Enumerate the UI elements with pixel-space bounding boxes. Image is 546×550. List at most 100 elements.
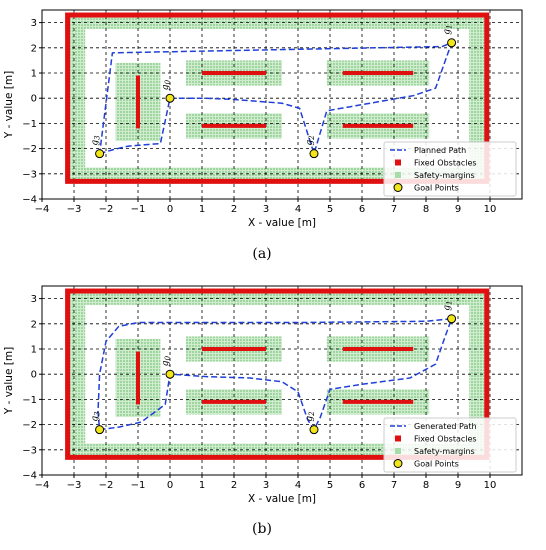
obstacle-border [65, 12, 490, 184]
x-tick-label: 8 [423, 204, 429, 215]
x-tick-label: −4 [35, 480, 50, 491]
legend-label: Goal Points [414, 184, 459, 193]
legend-swatch-margin [395, 448, 401, 454]
y-tick-label: 1 [31, 69, 37, 80]
legend-swatch-obstacle [395, 159, 401, 166]
goal-label-glyph: g [305, 416, 315, 422]
legend: Planned Path Fixed Obstacles Safety-margin… [383, 141, 517, 197]
y-tick-label: −4 [22, 471, 37, 482]
goal-label-glyph: g [443, 305, 453, 311]
goal-label: g3 [91, 411, 102, 422]
y-tick-label: 0 [31, 94, 37, 105]
goal-label: g2 [305, 411, 316, 422]
x-tick-label: 7 [391, 204, 397, 215]
x-tick-label: −1 [131, 204, 146, 215]
x-tick-label: 1 [199, 480, 205, 491]
x-tick-label: 3 [263, 480, 269, 491]
fixed-obstacles [65, 288, 490, 460]
path-line [98, 42, 453, 155]
x-tick-label: 9 [455, 480, 461, 491]
y-tick-label: −1 [22, 395, 37, 406]
x-tick-label: 2 [231, 480, 237, 491]
legend-label: Generated Path [414, 422, 477, 431]
goal-label: g1 [443, 25, 454, 35]
x-tick-label: 0 [167, 480, 173, 491]
y-tick-label: 2 [31, 319, 37, 330]
goal-point [309, 149, 319, 159]
y-tick-label: −2 [22, 420, 37, 431]
x-tick-label: 5 [327, 480, 333, 491]
goal-label: g0 [161, 355, 172, 366]
y-tick-label: 1 [31, 345, 37, 356]
goal-label: g3 [91, 135, 102, 146]
legend-swatch-obstacle [395, 435, 401, 442]
legend-label: Goal Points [414, 460, 459, 469]
x-tick-label: 5 [327, 204, 333, 215]
goal-label-index: 0 [164, 79, 172, 84]
x-tick-label: −4 [35, 204, 50, 215]
fixed-obstacles [65, 12, 490, 184]
y-tick-label: −1 [22, 119, 37, 130]
x-tick-label: −2 [99, 480, 114, 491]
x-tick-label: −3 [67, 204, 82, 215]
goal-label: g0 [161, 79, 172, 90]
legend-box [383, 141, 517, 197]
y-tick-label: −4 [22, 195, 37, 206]
x-axis-label: X - value [m] [248, 493, 316, 505]
legend-swatch-goal [393, 459, 403, 468]
y-tick-label: 2 [31, 43, 37, 54]
goal-point [447, 314, 457, 324]
y-tick-label: −3 [22, 445, 37, 456]
x-tick-label: −1 [131, 480, 146, 491]
x-tick-label: 1 [199, 204, 205, 215]
x-tick-label: −2 [99, 204, 114, 215]
goal-label-glyph: g [305, 140, 315, 146]
axes-frame [41, 285, 523, 476]
legend-swatch-margin [395, 172, 401, 178]
goal-point [165, 369, 175, 379]
y-tick-label: −3 [22, 169, 37, 180]
goal-label-glyph: g [161, 84, 171, 90]
goal-label-index: 1 [446, 301, 454, 305]
goal-point [165, 93, 175, 103]
goal-point [309, 425, 319, 435]
x-tick-label: −3 [67, 480, 82, 491]
x-tick-label: 3 [263, 204, 269, 215]
goal-point [447, 38, 457, 48]
x-axis-label: X - value [m] [248, 217, 316, 229]
x-tick-label: 10 [484, 204, 497, 215]
y-tick-label: 0 [31, 370, 37, 381]
x-tick-label: 4 [295, 204, 301, 215]
goal-label-index: 1 [446, 25, 454, 29]
x-tick-label: 2 [231, 204, 237, 215]
x-tick-label: 7 [391, 480, 397, 491]
goal-label: g1 [443, 301, 454, 311]
goal-label-index: 2 [308, 135, 316, 141]
y-tick-label: 3 [31, 294, 37, 305]
obstacle-border [65, 288, 490, 460]
legend-box [383, 417, 517, 473]
goal-label-glyph: g [161, 360, 171, 366]
grid [41, 10, 522, 200]
y-tick-label: −2 [22, 144, 37, 155]
legend: Generated Path Fixed Obstacles Safety-marg… [383, 417, 517, 473]
goal-point [95, 425, 105, 435]
figure-caption: (b) [252, 521, 272, 537]
goal-label-glyph: g [91, 140, 101, 146]
goal-label-index: 3 [94, 411, 102, 416]
goal-label-index: 2 [308, 411, 316, 417]
goal-label-index: 3 [94, 135, 102, 140]
y-axis-label: Y - value [m] [3, 71, 15, 139]
goal-label: g2 [305, 135, 316, 146]
goal-label-index: 0 [164, 355, 172, 360]
x-tick-label: 9 [455, 204, 461, 215]
x-tick-label: 8 [423, 480, 429, 491]
figure-caption: (a) [252, 246, 271, 262]
legend-label: Planned Path [414, 146, 466, 155]
goal-label-glyph: g [443, 29, 453, 35]
legend-label: Safety-margins [414, 447, 475, 456]
axes-frame [41, 9, 523, 200]
x-tick-label: 10 [484, 480, 497, 491]
